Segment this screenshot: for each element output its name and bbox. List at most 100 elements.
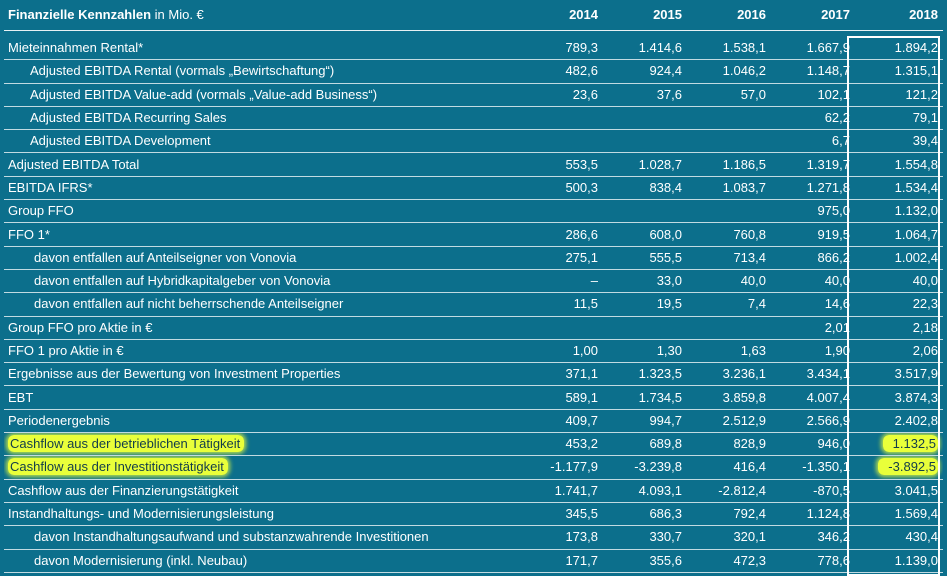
table-row: davon entfallen auf nicht beherrschende … xyxy=(4,292,943,317)
row-label: Adjusted EBITDA Recurring Sales xyxy=(4,106,519,131)
value-text: 3.517,9 xyxy=(894,366,938,382)
value-text: 589,1 xyxy=(565,389,598,405)
table-row: davon entfallen auf Anteilseigner von Vo… xyxy=(4,246,943,270)
value-cell-2015: 330,7 xyxy=(603,525,687,550)
table-row: FFO 1 pro Aktie in € 1,00 1,30 1,63 1,90 2,06 xyxy=(4,339,943,364)
value-cell-2018: 1.002,4 xyxy=(855,246,943,270)
row-label: davon Instandhaltungsaufwand und substan… xyxy=(4,525,519,550)
value-text: 472,3 xyxy=(733,552,766,568)
value-text: 500,3 xyxy=(565,179,598,195)
value-text: 1.894,2 xyxy=(894,40,938,56)
table-row: Cashflow aus der Investitionstätigkeit -1… xyxy=(4,455,943,480)
table-row: Group FFO pro Aktie in € 2,01 2,18 xyxy=(4,316,943,340)
value-cell-2014: 1.741,7 xyxy=(519,479,603,503)
value-cell-2014: 286,6 xyxy=(519,222,603,247)
row-label-text: Periodenergebnis xyxy=(8,412,110,428)
value-cell-2018: 79,1 xyxy=(855,106,943,131)
value-cell-2017: 1,90 xyxy=(771,339,855,364)
value-text: 22,3 xyxy=(912,296,938,312)
value-cell-2017: 975,0 xyxy=(771,199,855,224)
table-row: Adjusted EBITDA Total 553,5 1.028,7 1.186,5… xyxy=(4,152,943,177)
value-cell-2016: 1.046,2 xyxy=(687,59,771,84)
value-cell-2015: 1,30 xyxy=(603,339,687,364)
value-text: – xyxy=(590,273,598,289)
value-cell-2017: 1.667,9 xyxy=(771,37,855,61)
table-row: davon entfallen auf Hybridkapitalgeber v… xyxy=(4,269,943,294)
value-cell-2016: 1.083,7 xyxy=(687,176,771,201)
value-cell-2017: 1.124,8 xyxy=(771,502,855,527)
value-text: 789,3 xyxy=(565,40,598,56)
value-text: 1.083,7 xyxy=(722,179,766,195)
value-text: 62,2 xyxy=(824,110,850,126)
table-row: Group FFO 975,0 1.132,0 xyxy=(4,199,943,224)
row-label-text: Adjusted EBITDA Recurring Sales xyxy=(30,110,227,126)
value-text: 1.538,1 xyxy=(722,40,766,56)
value-cell-2017: 946,0 xyxy=(771,432,855,457)
value-cell-2014: 171,7 xyxy=(519,549,603,573)
value-cell-2016: 320,1 xyxy=(687,525,771,550)
value-cell-2018: 40,0 xyxy=(855,269,943,294)
value-cell-2018: 430,4 xyxy=(855,525,943,550)
row-label: Adjusted EBITDA Value-add (vormals „Valu… xyxy=(4,83,519,107)
value-text: 19,5 xyxy=(656,296,682,312)
value-cell-2014: 482,6 xyxy=(519,59,603,84)
row-label: davon Modernisierung (inkl. Neubau) xyxy=(4,549,519,573)
value-text: 4.007,4 xyxy=(806,389,850,405)
row-label-text: davon Instandhaltungsaufwand und substan… xyxy=(34,529,429,545)
value-text: 1.667,9 xyxy=(806,40,850,56)
value-text: 173,8 xyxy=(565,529,598,545)
value-cell-2018: 39,4 xyxy=(855,129,943,154)
row-label-text: Adjusted EBITDA Value-add (vormals „Valu… xyxy=(30,86,378,102)
value-text: -1.350,1 xyxy=(802,459,850,475)
value-text: 6,7 xyxy=(831,133,850,149)
value-cell-2014 xyxy=(519,199,603,224)
row-label: Mieteinnahmen Rental* xyxy=(4,37,519,61)
value-text: 555,5 xyxy=(649,249,682,265)
value-text: 409,7 xyxy=(565,412,598,428)
value-cell-2018: 2.402,8 xyxy=(855,409,943,434)
value-cell-2015: 19,5 xyxy=(603,292,687,317)
value-cell-2017: 919,5 xyxy=(771,222,855,247)
value-cell-2017: 102,1 xyxy=(771,83,855,107)
value-cell-2014 xyxy=(519,316,603,340)
value-text: 1.139,0 xyxy=(894,552,938,568)
value-cell-2016: 416,4 xyxy=(687,455,771,480)
value-text: 2,01 xyxy=(824,319,850,335)
financial-kpi-table: Finanzielle Kennzahlen in Mio. € 2014 20… xyxy=(4,0,943,576)
value-cell-2015: 33,0 xyxy=(603,269,687,294)
row-label-text: EBITDA IFRS* xyxy=(8,179,93,195)
row-label-text: davon Modernisierung (inkl. Neubau) xyxy=(34,552,248,568)
row-label: Adjusted EBITDA Total xyxy=(4,152,519,177)
value-cell-2018: 1.132,0 xyxy=(855,199,943,224)
value-cell-2017: 3.434,1 xyxy=(771,362,855,387)
value-text: 1.271,8 xyxy=(806,179,850,195)
value-text: 686,3 xyxy=(649,506,682,522)
value-cell-2017: 62,2 xyxy=(771,106,855,131)
value-cell-2016: 57,0 xyxy=(687,83,771,107)
value-text: -3.239,8 xyxy=(634,459,682,475)
value-cell-2014: 371,1 xyxy=(519,362,603,387)
value-text: 453,2 xyxy=(565,436,598,452)
table-title-text: Finanzielle Kennzahlen xyxy=(8,7,152,22)
value-cell-2015: -3.239,8 xyxy=(603,455,687,480)
value-cell-2014 xyxy=(519,106,603,131)
value-cell-2016 xyxy=(687,316,771,340)
value-cell-2018: 3.517,9 xyxy=(855,362,943,387)
row-label-text: FFO 1* xyxy=(8,226,50,242)
table-row: Adjusted EBITDA Value-add (vormals „Valu… xyxy=(4,83,943,107)
value-text: 430,4 xyxy=(905,529,938,545)
value-cell-2016: 1.538,1 xyxy=(687,37,771,61)
row-label: Cashflow aus der betrieblichen Tätigkeit xyxy=(4,432,519,457)
year-header-2017: 2017 xyxy=(771,0,855,31)
table-row: FFO 1* 286,6 608,0 760,8 919,5 1.064,7 xyxy=(4,222,943,247)
value-cell-2016: 3.859,8 xyxy=(687,385,771,410)
row-label: Adjusted EBITDA Rental (vormals „Bewirts… xyxy=(4,59,519,84)
table-row: Mieteinnahmen Rental* 789,3 1.414,6 1.538,1… xyxy=(4,37,943,61)
value-text: 330,7 xyxy=(649,529,682,545)
row-label-text: Adjusted EBITDA Rental (vormals „Bewirts… xyxy=(30,63,335,79)
value-text: 1,30 xyxy=(656,343,682,358)
year-header-2016: 2016 xyxy=(687,0,771,31)
value-cell-2015: 838,4 xyxy=(603,176,687,201)
row-label: EBITDA IFRS* xyxy=(4,176,519,201)
value-cell-2017: 4.007,4 xyxy=(771,385,855,410)
